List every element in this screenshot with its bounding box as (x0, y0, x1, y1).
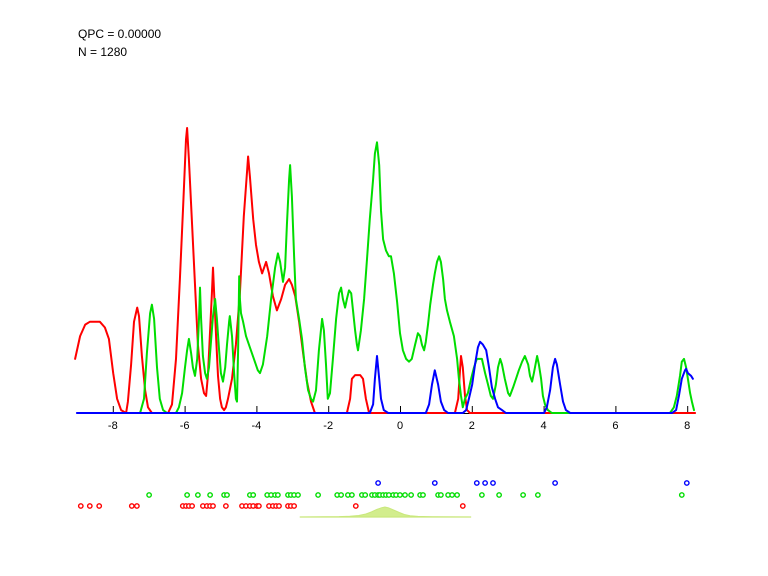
green-rug-dot (194, 492, 201, 498)
x-tick-label: 4 (541, 420, 547, 432)
red-rug-dot (86, 503, 93, 509)
green-rug-dot (449, 492, 455, 498)
green-rug-dot (274, 492, 281, 498)
green-rug-dot (478, 492, 485, 498)
density-curves (74, 127, 697, 414)
red-rug-dot (255, 503, 262, 509)
blue-rug-dot (552, 480, 558, 486)
x-tick-label: -8 (108, 420, 118, 432)
green-rug-dot (397, 492, 403, 498)
red-rug-dot (133, 503, 140, 509)
green-rug-dot (184, 492, 191, 498)
bump-shape (299, 506, 472, 518)
red-rug-dot (96, 503, 103, 509)
green-rug-dot (348, 492, 355, 498)
red-rug-dot (276, 503, 282, 509)
n-value-text: N = 1280 (78, 45, 128, 59)
green-rug-dot (250, 492, 257, 498)
x-tick-label: -4 (252, 420, 262, 432)
rug-dots (77, 480, 690, 509)
x-tick-label: 8 (684, 420, 690, 432)
red-rug-dot (459, 503, 466, 509)
x-tick-label: 2 (469, 420, 475, 432)
green-rug-dot (362, 492, 369, 498)
blue-rug-dot (683, 480, 690, 486)
red-density-curve (74, 127, 697, 414)
blue-rug-dot (473, 480, 480, 486)
green-rug-dot (295, 492, 301, 498)
green-rug-dot (402, 492, 408, 498)
green-rug-dot (535, 492, 541, 498)
x-tick-label: 6 (612, 420, 618, 432)
green-rug-dot (520, 492, 526, 498)
green-rug-dot (146, 492, 153, 498)
x-tick-label: -2 (323, 420, 333, 432)
green-rug-dot (678, 492, 685, 498)
green-rug-dot (408, 492, 414, 498)
red-rug-dot (189, 503, 196, 509)
blue-density-curve (75, 340, 694, 414)
blue-rug-dot (375, 480, 381, 486)
green-density-curve (134, 141, 695, 414)
green-rug-dot (338, 492, 344, 498)
red-rug-dot (291, 503, 297, 509)
red-rug-dot (222, 503, 229, 509)
figure-annotations: QPC = 0.00000 N = 1280 (78, 25, 161, 61)
x-tick-label: -6 (180, 420, 190, 432)
green-rug-dot (224, 492, 230, 498)
blue-rug-dot (490, 480, 496, 486)
green-rug-dot (207, 492, 214, 498)
green-rug-dot (454, 492, 460, 498)
blue-rug-dot (431, 480, 438, 486)
x-tick-label: 0 (397, 420, 403, 432)
green-rug-dot (496, 492, 502, 498)
projection-bump (299, 506, 472, 518)
red-rug-dot (128, 503, 135, 509)
blue-rug-dot (482, 480, 488, 486)
red-rug-dot (77, 503, 84, 509)
green-rug-dot (315, 492, 321, 498)
green-rug-dot (437, 492, 444, 498)
red-rug-dot (210, 503, 216, 509)
red-rug-dot (352, 503, 359, 509)
qpc-value-text: QPC = 0.00000 (78, 27, 162, 41)
green-rug-dot (420, 492, 426, 498)
